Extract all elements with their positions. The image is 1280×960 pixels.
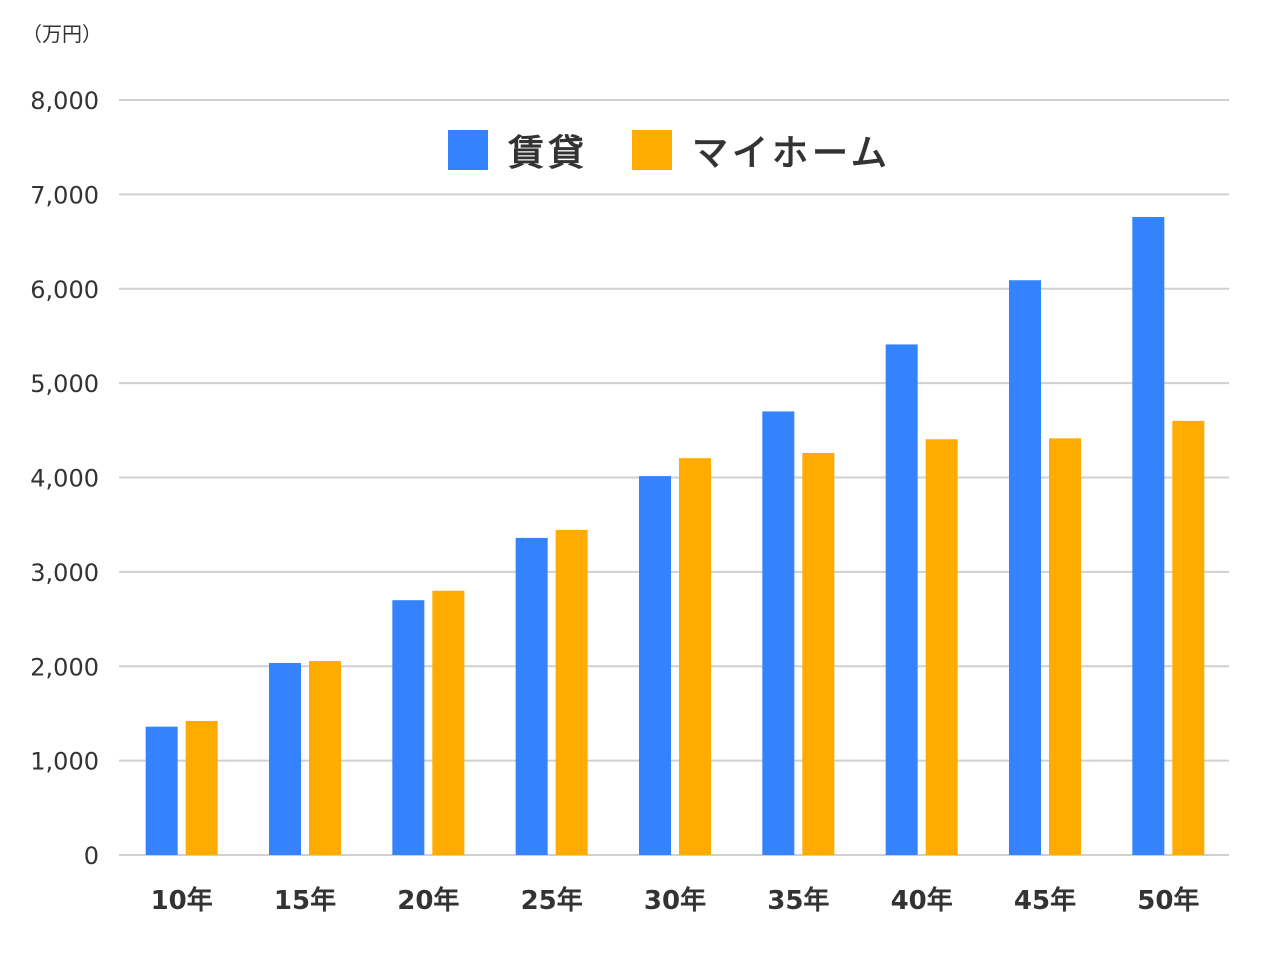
y-axis-ticks: 0 1,000 2,000 3,000 4,000 5,000 6,000 7,000 8,00… <box>30 87 99 870</box>
bar-rent <box>392 600 425 855</box>
legend-item-home: マイホーム <box>632 124 891 176</box>
bar-home <box>925 439 958 855</box>
bar-home <box>679 458 711 855</box>
bar-rent <box>1009 280 1041 856</box>
legend-swatch-home <box>632 130 673 170</box>
x-tick-label: 15年 <box>274 885 336 916</box>
gridlines <box>119 99 1229 856</box>
y-tick-label: 7,000 <box>30 181 99 209</box>
bar-home <box>555 529 588 855</box>
bar-rent <box>515 537 548 855</box>
x-tick-label: 35年 <box>767 885 829 916</box>
y-tick-label: 2,000 <box>30 653 99 681</box>
y-tick-label: 8,000 <box>30 87 99 115</box>
x-tick-label: 45年 <box>1014 885 1076 916</box>
y-tick-label: 3,000 <box>30 559 99 587</box>
y-axis-unit-label: （万円） <box>22 22 102 46</box>
legend-label-home: マイホーム <box>692 133 891 174</box>
bar-home <box>432 590 465 855</box>
legend-label-rent: 賃貸 <box>508 133 589 174</box>
y-tick-label: 6,000 <box>30 276 99 304</box>
bar-home <box>309 661 341 855</box>
y-tick-label: 5,000 <box>30 370 99 398</box>
bar-rent <box>269 662 301 855</box>
x-axis-ticks: 10年 15年 20年 25年 30年 35年 40年 45年 50年 <box>151 885 1200 916</box>
y-tick-label: 0 <box>84 842 99 870</box>
y-tick-label: 1,000 <box>30 748 99 776</box>
x-tick-label: 50年 <box>1137 885 1199 916</box>
x-tick-label: 25年 <box>521 885 583 916</box>
y-tick-label: 4,000 <box>30 465 99 493</box>
bar-home <box>1049 438 1081 855</box>
bar-rent <box>145 726 178 855</box>
bars <box>145 217 1205 856</box>
bar-rent <box>639 476 671 855</box>
bar-home <box>185 720 218 855</box>
bar-rent <box>1132 217 1165 855</box>
x-tick-label: 30年 <box>644 885 706 916</box>
bar-home <box>1172 420 1205 855</box>
chart-legend: 賃貸 マイホーム <box>448 124 935 176</box>
bar-rent <box>762 411 795 855</box>
x-tick-label: 40年 <box>891 885 953 916</box>
bar-home <box>802 452 835 855</box>
legend-swatch-rent <box>448 130 488 170</box>
bar-rent <box>885 344 918 855</box>
x-tick-label: 10年 <box>151 885 213 916</box>
x-tick-label: 20年 <box>397 885 459 916</box>
legend-item-rent: 賃貸 <box>448 124 588 176</box>
